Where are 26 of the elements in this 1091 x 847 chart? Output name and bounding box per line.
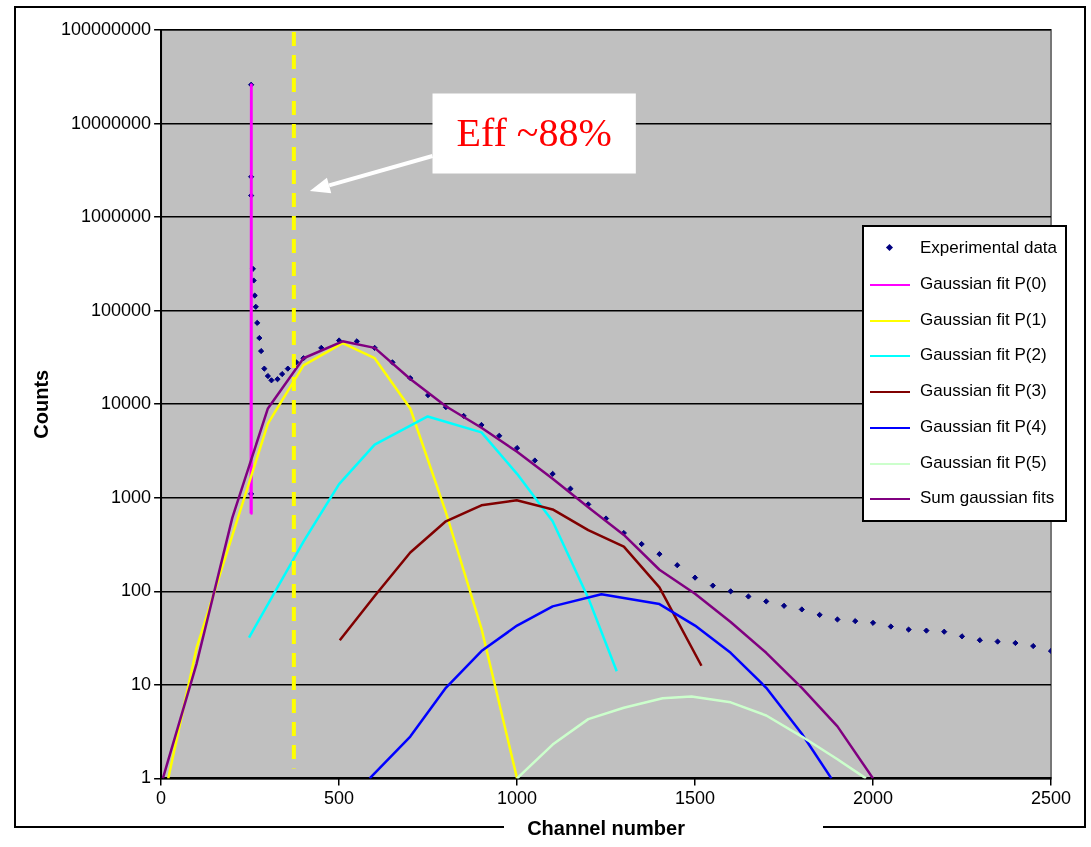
legend-label: Gaussian fit P(1) xyxy=(920,309,1047,330)
y-tick-label: 100 xyxy=(121,580,152,601)
y-tick-label: 1000 xyxy=(111,486,152,507)
y-tick-label: 100000 xyxy=(91,299,152,320)
x-tick-label: 1500 xyxy=(675,788,716,809)
x-tick-label: 2500 xyxy=(1030,788,1072,809)
x-tick-label: 0 xyxy=(156,788,167,809)
legend-label: Gaussian fit P(0) xyxy=(920,274,1047,295)
legend-label: Gaussian fit P(2) xyxy=(920,345,1047,366)
legend-label: Experimental data xyxy=(920,238,1058,259)
legend-label: Gaussian fit P(3) xyxy=(920,381,1047,402)
x-tick-label: 500 xyxy=(324,788,355,809)
annotation: Eff ~88% xyxy=(456,110,612,156)
y-tick-label: 10 xyxy=(131,673,152,694)
x-tick-label: 1000 xyxy=(497,788,538,809)
y-tick-label: 1000000 xyxy=(81,206,152,227)
x-tick-label: 2000 xyxy=(853,788,894,809)
legend-label: Sum gaussian fits xyxy=(920,488,1055,509)
y-tick-label: 10000 xyxy=(101,393,152,414)
legend-label: Gaussian fit P(5) xyxy=(920,452,1047,473)
x-axis-title: Channel number xyxy=(527,816,686,839)
y-tick-label: 10000000 xyxy=(71,112,152,133)
y-tick-label: 100000000 xyxy=(60,18,152,39)
y-tick-label: 1 xyxy=(141,767,152,788)
y-axis-title: Counts xyxy=(29,369,52,439)
legend-label: Gaussian fit P(4) xyxy=(920,416,1047,437)
